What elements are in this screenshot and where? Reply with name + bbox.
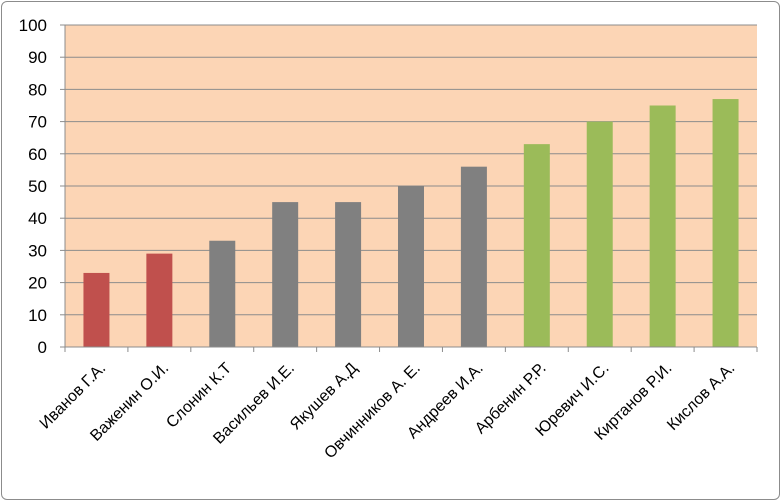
y-tick-label: 100 [19, 16, 47, 35]
y-tick-label: 70 [28, 113, 47, 132]
y-tick-label: 60 [28, 145, 47, 164]
bar [83, 272, 110, 347]
bar [712, 99, 739, 347]
y-tick-label: 40 [28, 209, 47, 228]
bar [209, 240, 236, 347]
bar [649, 105, 676, 347]
bar [146, 253, 173, 347]
x-tick-label: Кислов А.А. [664, 360, 738, 434]
y-tick-label: 80 [28, 80, 47, 99]
y-tick-label: 90 [28, 48, 47, 67]
bar [586, 121, 613, 347]
y-tick-label: 50 [28, 177, 47, 196]
bar [398, 186, 424, 347]
y-tick-label: 20 [28, 274, 47, 293]
bars [83, 99, 739, 347]
y-tick-label: 0 [38, 338, 47, 357]
y-tick-labels: 0 10 20 30 40 50 60 70 80 90 100 [19, 16, 65, 357]
bar [460, 166, 487, 347]
bar [335, 202, 362, 347]
y-tick-label: 10 [28, 306, 47, 325]
y-tick-label: 30 [28, 241, 47, 260]
x-tick-labels: Иванов Г.А.Важенин О.И.Слонин К.ТВасилье… [37, 347, 758, 462]
bar [523, 144, 550, 347]
bar [272, 202, 299, 347]
